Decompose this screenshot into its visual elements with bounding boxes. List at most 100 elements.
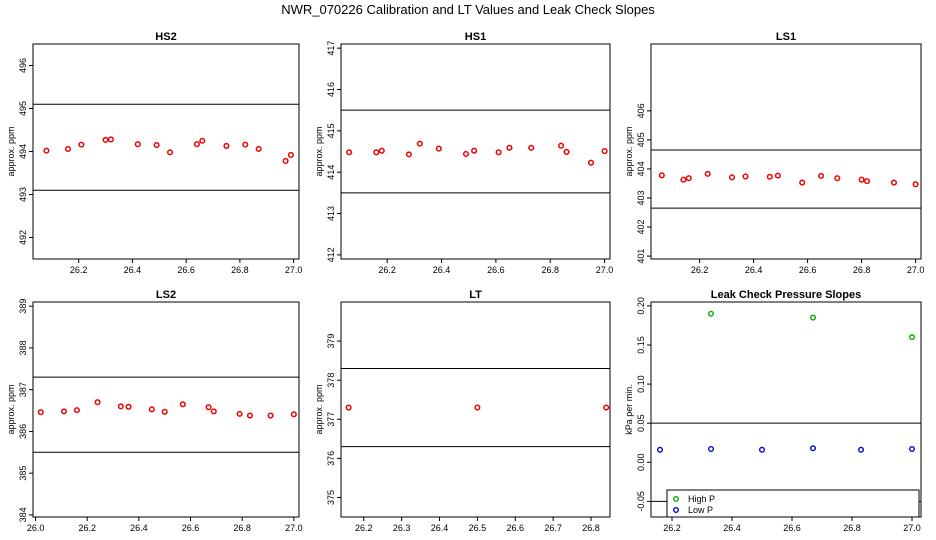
y-tick-label: 416 (326, 82, 336, 97)
panel-title: LS1 (776, 31, 796, 43)
y-tick-label: 405 (636, 132, 646, 147)
x-tick-label: 26.8 (582, 523, 600, 533)
x-tick-label: 27.0 (285, 265, 303, 275)
x-tick-label: 26.6 (799, 265, 817, 275)
panel-ls2: LS2 26.0 26.2 26.4 26.6 26.8 27.0 384 385 386 387 3… (6, 289, 303, 533)
data-point (471, 147, 478, 154)
data-point (60, 408, 68, 415)
data-point (117, 403, 124, 410)
data-point-low-p (810, 445, 817, 452)
plot-frame (650, 301, 922, 518)
data-point (658, 172, 665, 179)
y-tick-label: 379 (326, 334, 336, 349)
data-point (863, 178, 871, 185)
y-tick-label: 385 (18, 466, 28, 481)
data-point (728, 174, 736, 181)
data-point (416, 140, 423, 147)
data-point (236, 410, 243, 417)
x-tick-label: 26.4 (124, 265, 142, 275)
legend-label: High P (688, 494, 715, 504)
data-point (290, 411, 297, 418)
x-tick-label: 27.0 (903, 523, 921, 533)
x-tick-label: 26.8 (541, 265, 559, 275)
data-point (435, 145, 442, 152)
panel-hs1: HS1 26.2 26.4 26.6 26.8 27.0 412 413 414 415 416 41… (314, 31, 613, 275)
data-point (858, 176, 865, 183)
data-point (474, 404, 481, 411)
x-tick-label: 26.8 (231, 265, 249, 275)
data-point (78, 141, 85, 148)
legend-marker (673, 507, 680, 514)
y-tick-label: -0.05 (636, 491, 646, 512)
y-tick-label: 0.15 (636, 336, 646, 354)
x-tick-label: 26.4 (745, 265, 763, 275)
data-point (890, 179, 898, 186)
y-axis-label: approx. ppm (6, 384, 16, 434)
data-point (193, 141, 200, 148)
data-point (267, 412, 274, 419)
data-point (834, 175, 841, 182)
data-point (166, 149, 174, 156)
x-tick-label: 26.7 (544, 523, 562, 533)
y-tick-label: 386 (18, 424, 28, 439)
y-tick-label: 492 (18, 230, 28, 245)
data-point (818, 172, 825, 179)
x-tick-label: 26.6 (487, 265, 505, 275)
data-point (378, 147, 385, 154)
data-point (603, 404, 610, 411)
data-point (680, 176, 687, 183)
plot-frame (650, 43, 922, 260)
y-tick-label: 402 (636, 220, 646, 235)
x-tick-label: 26.6 (177, 265, 195, 275)
data-point (255, 145, 262, 152)
y-tick-label: 376 (326, 451, 336, 466)
x-tick-label: 26.8 (843, 523, 861, 533)
data-point (210, 408, 217, 415)
y-axis-label: approx. ppm (6, 126, 16, 176)
panel-title: LT (469, 289, 482, 301)
data-point (102, 136, 109, 143)
data-point-high-p (810, 314, 817, 321)
y-axis-label: approx. ppm (314, 126, 324, 176)
y-tick-label: 0.20 (636, 297, 646, 315)
panel-hs2: HS2 26.2 26.4 26.6 26.8 27.0 492 493 494 495 496 ap… (6, 31, 302, 275)
panel-title: Leak Check Pressure Slopes (711, 289, 861, 301)
y-tick-label: 417 (326, 41, 336, 56)
data-point (495, 149, 502, 156)
data-point (161, 408, 168, 415)
x-tick-label: 26.8 (853, 265, 871, 275)
y-tick-label: 412 (326, 247, 336, 262)
x-tick-label: 26.2 (691, 265, 709, 275)
x-tick-label: 26.6 (182, 523, 200, 533)
data-point (37, 409, 44, 416)
x-tick-label: 27.0 (907, 265, 925, 275)
data-point (73, 407, 80, 414)
data-point (742, 173, 749, 180)
legend-label: Low P (688, 505, 713, 515)
y-tick-label: 0.05 (636, 414, 646, 432)
data-point (345, 404, 352, 411)
data-point (246, 412, 253, 419)
x-tick-label: 26.3 (393, 523, 411, 533)
data-point (179, 401, 186, 408)
x-tick-label: 26.6 (507, 523, 525, 533)
panel-title: HS2 (155, 31, 176, 43)
panel-leak-check-pressure-slopes: Leak Check Pressure Slopes 26.2 26.4 26.6 26… (624, 289, 922, 533)
data-point (107, 136, 114, 143)
y-tick-label: 377 (326, 412, 336, 427)
y-tick-label: 401 (636, 249, 646, 264)
data-point (148, 406, 155, 413)
x-tick-label: 26.4 (130, 523, 148, 533)
data-point (774, 172, 781, 179)
y-axis-label: approx. ppm (314, 384, 324, 434)
x-tick-label: 26.4 (433, 265, 451, 275)
data-point (346, 149, 353, 156)
data-point (199, 137, 206, 144)
y-tick-label: 496 (18, 58, 28, 73)
data-point (64, 145, 71, 152)
x-tick-label: 26.2 (663, 523, 681, 533)
data-point (134, 141, 141, 148)
data-point (125, 403, 132, 410)
x-tick-label: 26.2 (78, 523, 96, 533)
